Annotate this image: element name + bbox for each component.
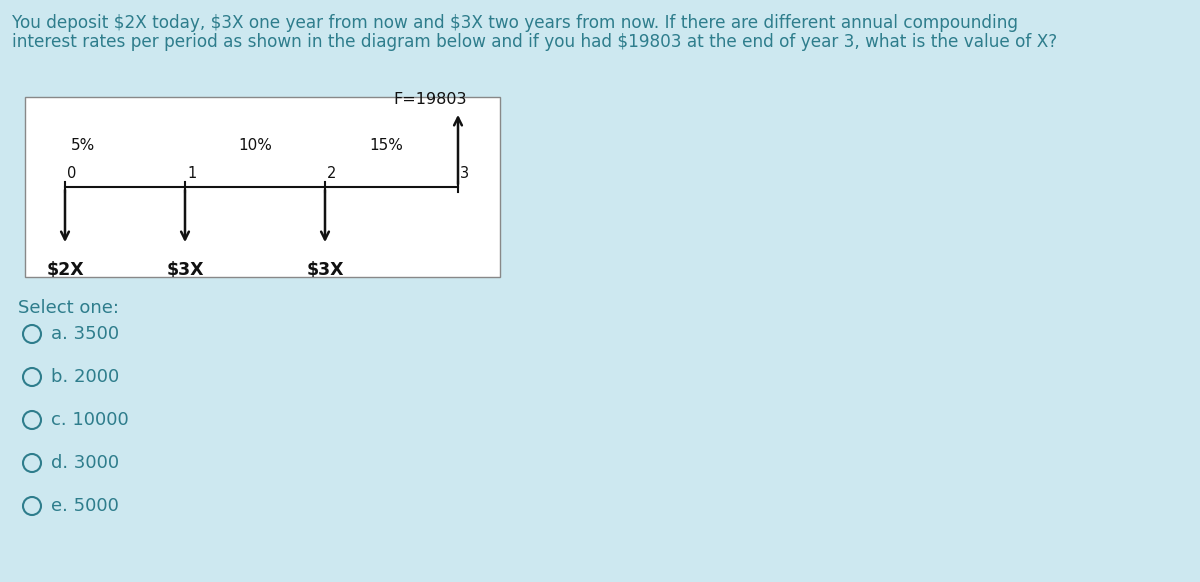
Text: 2: 2 [326, 166, 336, 181]
Text: e. 5000: e. 5000 [50, 497, 119, 515]
Text: 10%: 10% [238, 137, 272, 152]
Text: $2X: $2X [46, 261, 84, 279]
Text: $3X: $3X [306, 261, 343, 279]
Text: 15%: 15% [370, 137, 403, 152]
Text: $3X: $3X [167, 261, 204, 279]
Text: F=19803: F=19803 [394, 92, 467, 107]
Text: 3: 3 [460, 166, 469, 181]
FancyBboxPatch shape [25, 97, 500, 277]
Text: 0: 0 [67, 166, 77, 181]
Text: a. 3500: a. 3500 [50, 325, 119, 343]
Text: b. 2000: b. 2000 [50, 368, 119, 386]
Text: interest rates per period as shown in the diagram below and if you had $19803 at: interest rates per period as shown in th… [12, 33, 1057, 51]
Text: Select one:: Select one: [18, 299, 119, 317]
Text: You deposit $2X today, $3X one year from now and $3X two years from now. If ther: You deposit $2X today, $3X one year from… [12, 14, 1018, 32]
Text: d. 3000: d. 3000 [50, 454, 119, 472]
Text: 1: 1 [187, 166, 197, 181]
Text: c. 10000: c. 10000 [50, 411, 128, 429]
Text: 5%: 5% [71, 137, 95, 152]
